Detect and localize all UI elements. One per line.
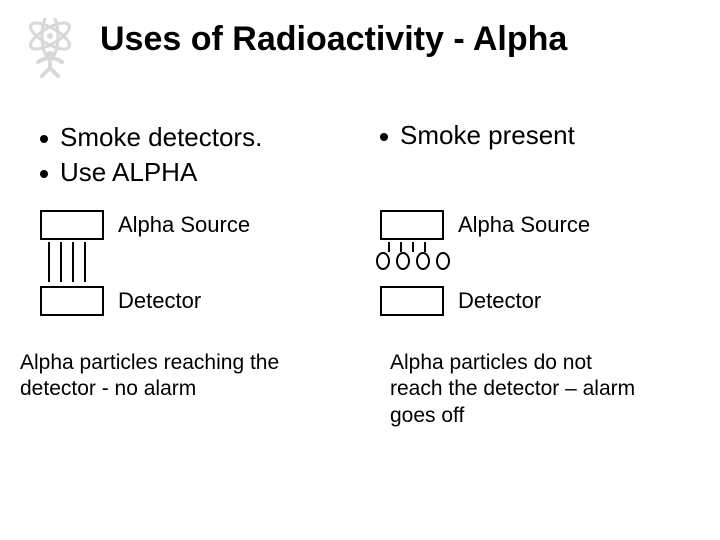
- atom-person-logo: [20, 18, 80, 78]
- smoke-particle: [416, 252, 430, 270]
- alpha-ray: [60, 242, 62, 282]
- alpha-ray-short: [388, 242, 390, 252]
- alpha-ray-short: [400, 242, 402, 252]
- alpha-ray-short: [424, 242, 426, 252]
- bullet-dot: [380, 133, 388, 141]
- alpha-ray: [84, 242, 86, 282]
- caption-right: Alpha particles do not reach the detecto…: [390, 350, 650, 429]
- alpha-source-label: Alpha Source: [118, 212, 250, 238]
- detector-box: [40, 286, 104, 316]
- bullet-item: Smoke detectors.: [40, 120, 262, 155]
- alpha-source-box: [40, 210, 104, 240]
- bullet-dot: [40, 170, 48, 178]
- bullets-left: Smoke detectors. Use ALPHA: [40, 120, 262, 190]
- bullet-text: Smoke present: [400, 120, 575, 151]
- smoke-particle: [396, 252, 410, 270]
- bullet-dot: [40, 135, 48, 143]
- page-title: Uses of Radioactivity - Alpha: [100, 20, 567, 59]
- bullet-item: Smoke present: [380, 120, 575, 151]
- bullet-text: Smoke detectors.: [60, 120, 262, 155]
- bullets-right: Smoke present: [380, 120, 575, 151]
- alpha-source-box: [380, 210, 444, 240]
- detector-box: [380, 286, 444, 316]
- alpha-ray-short: [412, 242, 414, 252]
- caption-left: Alpha particles reaching the detector - …: [20, 350, 330, 403]
- alpha-ray: [72, 242, 74, 282]
- smoke-particle: [436, 252, 450, 270]
- alpha-source-label: Alpha Source: [458, 212, 590, 238]
- bullet-item: Use ALPHA: [40, 155, 262, 190]
- alpha-ray: [48, 242, 50, 282]
- detector-label: Detector: [118, 288, 201, 314]
- detector-label: Detector: [458, 288, 541, 314]
- bullet-text: Use ALPHA: [60, 155, 197, 190]
- smoke-particle: [376, 252, 390, 270]
